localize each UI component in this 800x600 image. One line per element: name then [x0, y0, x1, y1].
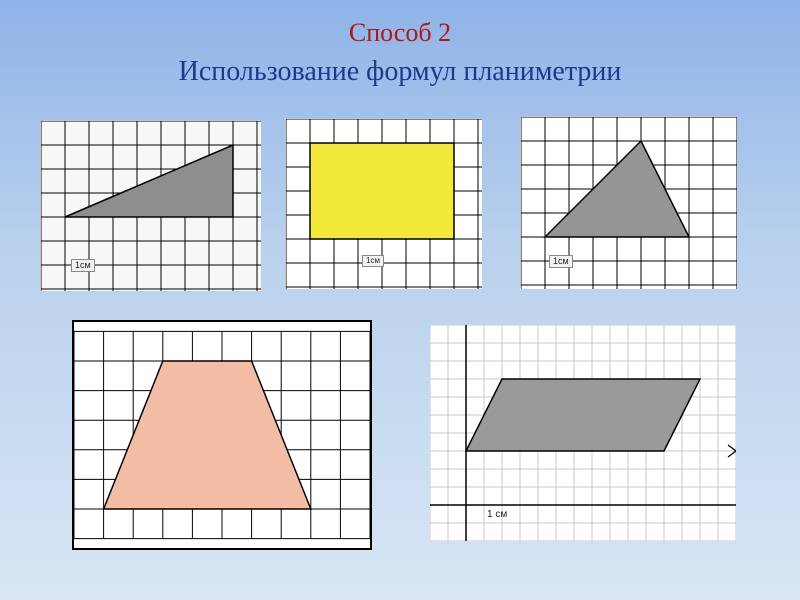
figure-2: 1см — [285, 118, 481, 288]
subtitle: Использование формул планиметрии — [0, 56, 800, 88]
fig5-unit-label: 1 см — [484, 509, 510, 521]
fig2-unit-label: 1см — [362, 255, 384, 267]
figure-3: 1см — [520, 116, 736, 288]
fig5-svg — [430, 325, 736, 541]
figure-4 — [72, 320, 372, 550]
fig1-unit-label: 1см — [71, 259, 95, 272]
method-label: Способ 2 — [0, 18, 800, 48]
fig3-unit-label: 1см — [549, 255, 573, 268]
fig2-svg — [286, 119, 482, 289]
title-block: Способ 2 Использование формул планиметри… — [0, 0, 800, 88]
figure-1: 1см — [40, 120, 260, 290]
figure-5: 1 см — [430, 325, 736, 541]
fig4-svg — [74, 322, 370, 548]
